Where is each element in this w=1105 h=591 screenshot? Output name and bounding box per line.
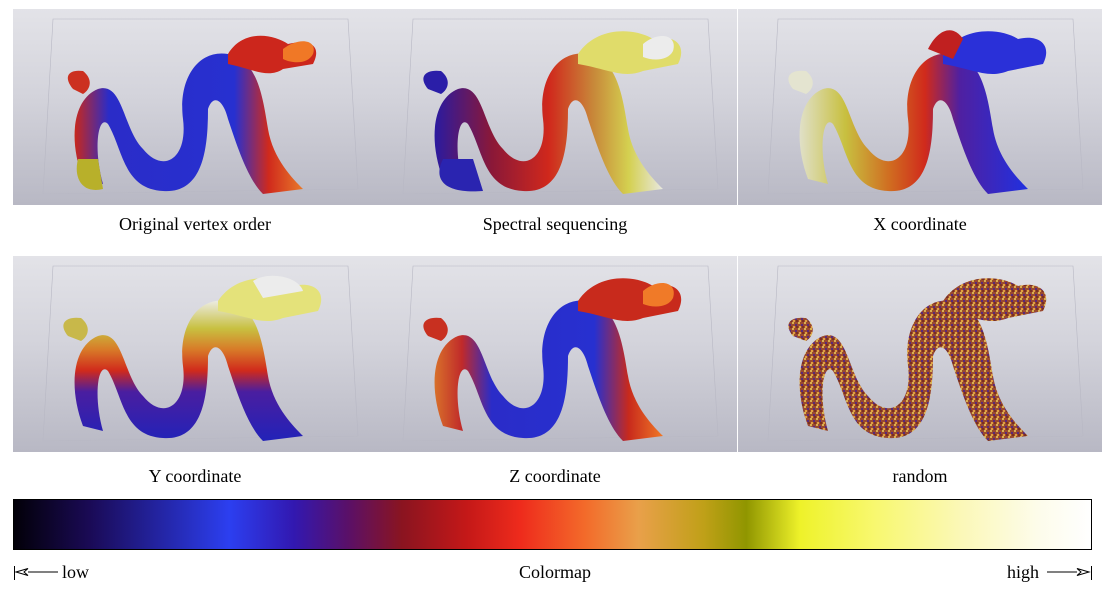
cut-off-heading: [0, 0, 7, 6]
dragon-panel-x: [738, 9, 1102, 205]
dragon-render-random: [767, 265, 1084, 442]
colormap-left-tick: [14, 566, 15, 580]
dragon-render-x: [767, 18, 1084, 195]
dragon-panel-z: [373, 256, 737, 452]
caption-x: X coordinate: [873, 214, 967, 234]
low-arrow-icon: [14, 568, 58, 576]
caption-spectral: Spectral sequencing: [482, 214, 628, 234]
caption-original: Original vertex order: [119, 214, 271, 234]
dragon-render-spectral: [402, 18, 719, 195]
colormap-high-label: high: [1007, 562, 1040, 582]
high-arrow-icon: [1047, 568, 1091, 576]
dragon-render-z: [402, 265, 719, 442]
colormap-right-tick: [1091, 566, 1092, 580]
dragon-render-original: [42, 18, 359, 195]
dragon-render-y: [42, 265, 359, 442]
caption-random: random: [892, 466, 948, 486]
dragon-panel-y: [13, 256, 377, 452]
dragon-panel-random: [738, 256, 1102, 452]
colormap-title: Colormap: [519, 562, 591, 582]
dragon-panel-spectral: [373, 9, 737, 205]
caption-y: Y coordinate: [148, 466, 242, 486]
dragon-panel-original: [13, 9, 377, 205]
colormap-bar: [13, 499, 1092, 550]
colormap-low-label: low: [62, 562, 89, 582]
caption-z: Z coordinate: [509, 466, 601, 486]
